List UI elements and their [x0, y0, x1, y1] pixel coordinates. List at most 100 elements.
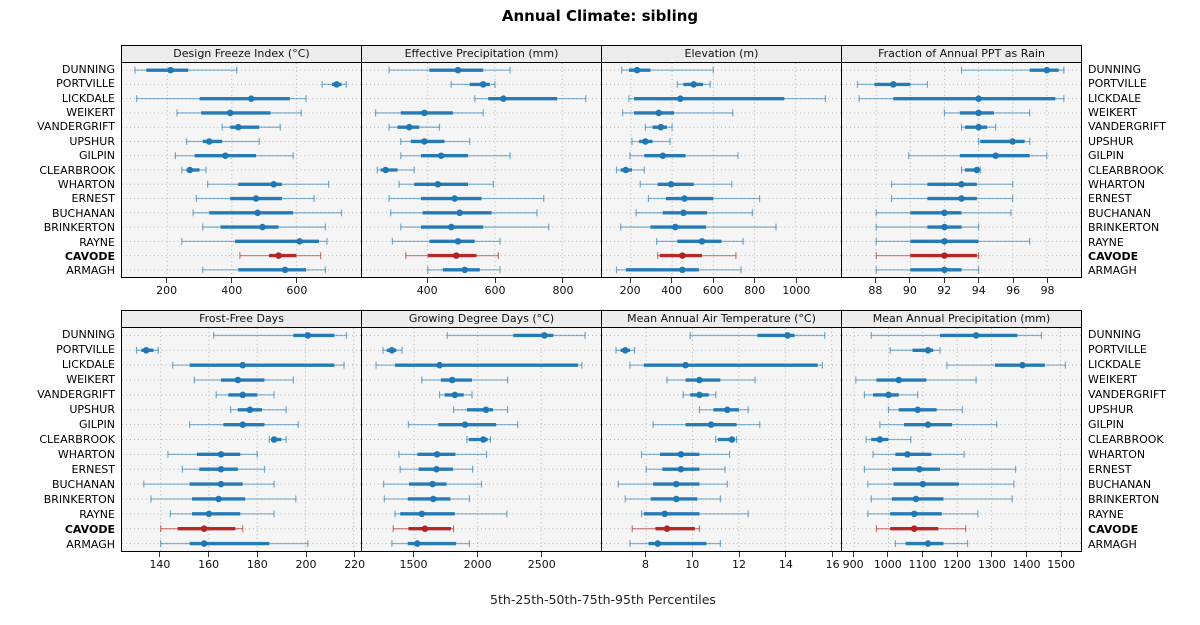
tick-mark — [1060, 552, 1062, 557]
median-dot — [677, 451, 685, 458]
tick-mark — [159, 552, 161, 557]
median-dot — [659, 152, 667, 160]
station-label: ARMAGH — [1088, 264, 1137, 278]
tick-label: 1000 — [782, 284, 811, 297]
median-dot — [447, 223, 455, 231]
median-dot — [679, 252, 686, 259]
tick-label: 600 — [484, 284, 506, 297]
median-dot — [698, 238, 706, 245]
median-dot — [451, 195, 458, 202]
median-dot — [461, 266, 468, 274]
station-label: CAVODE — [1088, 523, 1139, 536]
tick-label: 12 — [732, 558, 747, 571]
tick-label: 10 — [685, 558, 700, 571]
tick-label: 2000 — [463, 558, 492, 571]
panel-x-axis: 140 160 180 200 220 — [121, 552, 365, 576]
median-dot — [992, 152, 999, 160]
station-label: CLEARBROOK — [39, 163, 115, 177]
median-dot — [239, 361, 246, 369]
panel: Mean Annual Precipitation (mm) 900 1000 110… — [841, 310, 1082, 576]
panel-plot — [841, 327, 1082, 552]
tick-mark — [795, 278, 797, 283]
station-label: DUNNING — [62, 328, 115, 341]
tick-mark — [629, 278, 631, 283]
station-label: UPSHUR — [69, 134, 115, 148]
tick-mark — [712, 278, 714, 283]
tick-mark — [909, 278, 911, 283]
tick-label: 800 — [744, 284, 766, 297]
median-dot — [200, 525, 208, 532]
median-dot — [186, 166, 194, 174]
station-label: WHARTON — [1088, 448, 1146, 461]
median-dot — [454, 238, 462, 245]
station-label: CLEARBROOK — [39, 433, 115, 446]
median-dot — [217, 465, 225, 473]
tick-mark — [738, 552, 740, 557]
median-dot — [924, 421, 932, 428]
tick-label: 2500 — [527, 558, 556, 571]
tick-label: 400 — [661, 284, 683, 297]
median-dot — [654, 540, 661, 547]
tick-mark — [354, 552, 356, 557]
tick-label: 94 — [971, 284, 986, 297]
median-dot — [910, 510, 918, 518]
median-dot — [622, 166, 630, 174]
station-label: GILPIN — [78, 418, 115, 431]
station-label: ARMAGH — [1088, 538, 1137, 551]
tick-mark — [978, 278, 980, 283]
station-label: PORTVILLE — [1088, 343, 1147, 356]
median-dot — [1009, 138, 1016, 145]
median-dot — [661, 510, 668, 518]
median-dot — [910, 525, 918, 532]
tick-label: 16 — [825, 558, 840, 571]
station-label: BRINKERTON — [1088, 221, 1160, 235]
median-dot — [621, 347, 629, 354]
median-dot — [696, 376, 703, 384]
tick-label: 90 — [902, 284, 917, 297]
median-dot — [633, 66, 641, 74]
median-dot — [259, 223, 266, 231]
median-dot — [924, 540, 932, 547]
station-label: WHARTON — [57, 448, 115, 461]
tick-label: 400 — [221, 284, 243, 297]
panel-x-axis: 8 10 12 14 16 — [601, 552, 842, 576]
tick-label: 1000 — [873, 558, 902, 571]
panel-title: Growing Degree Days (°C) — [361, 310, 602, 327]
median-dot — [234, 376, 242, 384]
panel-title: Frost-Free Days — [121, 310, 362, 327]
panel: Fraction of Annual PPT as Rain 88 90 92 94 96… — [841, 45, 1082, 300]
median-dot — [941, 238, 948, 245]
median-dot — [405, 123, 413, 131]
station-label: VANDERGRIFT — [37, 388, 115, 401]
median-dot — [895, 376, 903, 384]
median-dot — [453, 252, 460, 259]
median-dot — [456, 209, 463, 217]
median-dot — [707, 421, 715, 428]
median-dot — [642, 138, 649, 145]
median-dot — [142, 347, 150, 354]
median-dot — [655, 109, 662, 117]
station-label: RAYNE — [1088, 508, 1124, 521]
station-label: DUNNING — [62, 62, 115, 76]
panel-plot — [121, 62, 362, 278]
station-label: LICKDALE — [1088, 91, 1142, 105]
median-dot — [436, 361, 443, 369]
tick-label: 140 — [149, 558, 171, 571]
tick-mark — [413, 552, 415, 557]
median-dot — [421, 109, 428, 117]
panel-plot — [361, 62, 602, 278]
tick-label: 200 — [295, 558, 317, 571]
station-label: GILPIN — [78, 149, 115, 163]
median-dot — [217, 451, 225, 458]
median-dot — [941, 223, 948, 231]
panel-x-axis: 900 1000 1100 1200 1300 1400 1500 — [841, 552, 1082, 576]
median-dot — [890, 81, 897, 88]
panel: Design Freeze Index (°C) 200 400 600 — [121, 45, 362, 300]
station-label: CAVODE — [64, 249, 115, 263]
tick-mark — [1026, 552, 1028, 557]
tick-mark — [426, 278, 428, 283]
station-label: BRINKERTON — [43, 221, 115, 235]
station-labels-right: DUNNING PORTVILLE LICKDALE WEIKERT VANDERGRI… — [1082, 310, 1197, 576]
tick-label: 88 — [868, 284, 883, 297]
tick-label: 1200 — [943, 558, 972, 571]
